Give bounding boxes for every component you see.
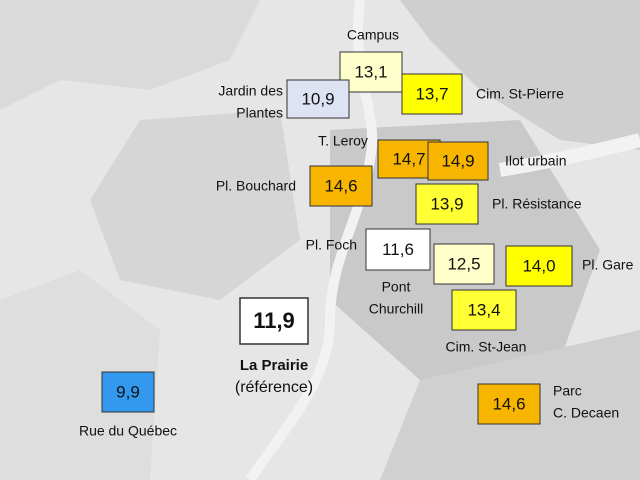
station-value: 14,7 [392,149,425,168]
station-label: Cim. St-Pierre [476,86,564,102]
station-label: Rue du Québec [79,423,177,439]
station-box [415,183,479,225]
station-box [505,245,573,287]
station-value: 10,9 [301,89,334,108]
station-box [309,165,373,207]
station-value: 14,0 [522,256,555,275]
station-box [401,73,463,115]
station-label: Campus [347,27,399,43]
station-box [427,141,489,181]
station-label: La Prairie [240,357,308,374]
station-value: 11,6 [382,240,414,259]
station-label: Pl. Foch [306,237,357,253]
station-box [365,228,431,271]
station-box [451,289,517,331]
station-box [433,243,495,285]
station-box [239,297,309,345]
station-label: Cim. St-Jean [446,339,527,355]
station-label: Parc [553,383,582,399]
station-label: Pl. Résistance [492,196,582,212]
station-value: 13,4 [467,300,500,319]
station-label: Pl. Gare [582,257,634,273]
station-label: C. Decaen [553,405,619,421]
station-value: 13,1 [354,62,387,81]
station-value: 14,6 [324,176,357,195]
station-value: 14,9 [441,151,474,170]
station-label: Pl. Bouchard [216,178,296,194]
station-box [339,51,403,93]
station-box [477,383,541,425]
station-label: T. Leroy [318,133,368,149]
station-label: Pont [382,279,411,295]
station-label: Ilot urbain [505,153,566,169]
station-value: 12,5 [447,254,480,273]
station-label: Jardin des [218,83,283,99]
stations: 13,1 Campus 10,9 Jardin des Plantes 13,7 Cim. … [79,27,634,439]
station-box [101,371,155,413]
station-value: 14,6 [492,394,525,413]
station-label: Plantes [236,105,283,121]
station-value: 9,9 [116,382,140,401]
station-value: 11,9 [253,308,295,333]
station-value: 13,9 [430,194,463,213]
station-label: (référence) [235,379,313,396]
station-label: Churchill [369,301,423,317]
station-box [286,79,350,119]
station-value: 13,7 [415,84,448,103]
river [498,133,640,177]
